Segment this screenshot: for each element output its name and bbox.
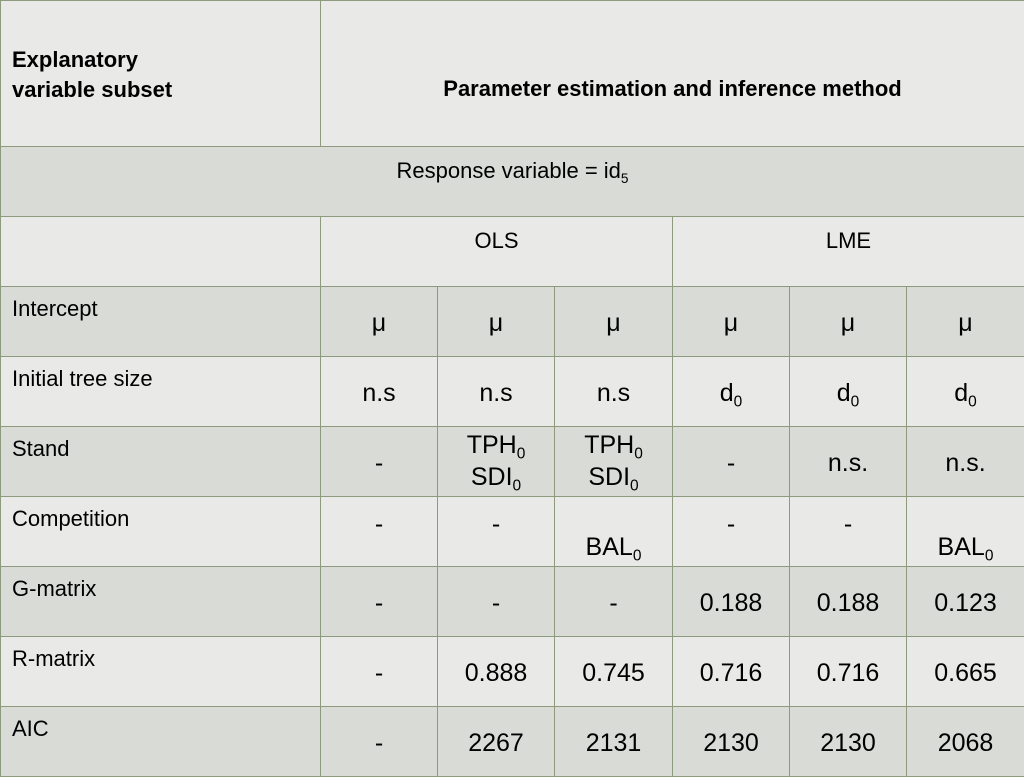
header-method: Parameter estimation and inference metho… <box>321 1 1024 147</box>
table-cell: d0 <box>790 357 907 427</box>
table-cell: 2068 <box>907 707 1024 777</box>
header-method-label: Parameter estimation and inference metho… <box>321 1 1024 102</box>
table-cell: μ <box>790 287 907 357</box>
table-cell: - <box>555 567 673 637</box>
response-variable-label: Response variable = id <box>397 158 621 183</box>
header-left-line1: Explanatory <box>12 45 320 75</box>
table-cell: - <box>673 427 790 497</box>
row-label: Initial tree size <box>1 357 321 427</box>
table-cell: - <box>321 427 438 497</box>
table-cell: 0.123 <box>907 567 1024 637</box>
table-cell: - <box>321 567 438 637</box>
method-ols: OLS <box>321 217 673 287</box>
table-cell: n.s <box>555 357 673 427</box>
table-cell: - <box>321 637 438 707</box>
row-label: Stand <box>1 427 321 497</box>
row-label: Competition <box>1 497 321 567</box>
table-cell: 2130 <box>790 707 907 777</box>
table-cell: n.s <box>438 357 555 427</box>
table-cell: 2130 <box>673 707 790 777</box>
table-cell: - <box>438 497 555 567</box>
response-variable-row: Response variable = id5 <box>1 147 1024 217</box>
table-cell: μ <box>907 287 1024 357</box>
table-cell: - <box>790 497 907 567</box>
table-cell: TPH0 SDI0 <box>438 427 555 497</box>
table-cell: 0.716 <box>673 637 790 707</box>
table-cell: - <box>321 497 438 567</box>
table-cell: μ <box>555 287 673 357</box>
table-cell: 0.716 <box>790 637 907 707</box>
response-variable-sub: 5 <box>621 171 629 186</box>
row-label: R-matrix <box>1 637 321 707</box>
table-cell: 0.188 <box>790 567 907 637</box>
table-cell: - <box>438 567 555 637</box>
table-cell: 0.745 <box>555 637 673 707</box>
table-cell: - <box>321 707 438 777</box>
header-left-line2: variable subset <box>12 75 320 105</box>
table-cell: n.s. <box>790 427 907 497</box>
table-cell: 2131 <box>555 707 673 777</box>
table-cell: n.s. <box>907 427 1024 497</box>
method-lme: LME <box>673 217 1024 287</box>
row-label: G-matrix <box>1 567 321 637</box>
method-row-blank <box>1 217 321 287</box>
table-cell: d0 <box>673 357 790 427</box>
table-cell: 0.188 <box>673 567 790 637</box>
table-cell: BAL0 <box>907 497 1024 567</box>
row-label: Intercept <box>1 287 321 357</box>
table-cell: μ <box>321 287 438 357</box>
table-cell: n.s <box>321 357 438 427</box>
table-cell: BAL0 <box>555 497 673 567</box>
header-variable-subset: Explanatory variable subset <box>1 1 321 147</box>
table-cell: TPH0 SDI0 <box>555 427 673 497</box>
table-cell: - <box>673 497 790 567</box>
table-cell: μ <box>438 287 555 357</box>
table-cell: μ <box>673 287 790 357</box>
table-cell: 0.888 <box>438 637 555 707</box>
table-cell: d0 <box>907 357 1024 427</box>
table-cell: 2267 <box>438 707 555 777</box>
row-label: AIC <box>1 707 321 777</box>
table-cell: 0.665 <box>907 637 1024 707</box>
